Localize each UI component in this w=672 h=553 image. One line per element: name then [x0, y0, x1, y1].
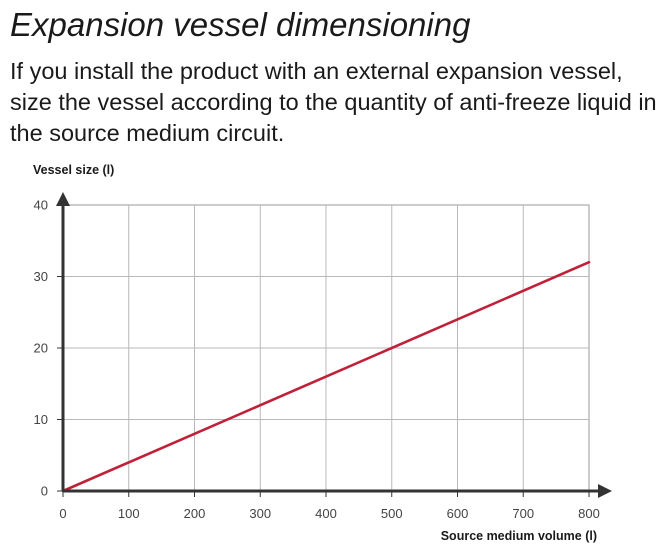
x-tick-label: 500: [381, 506, 403, 521]
chart-series: [61, 260, 591, 493]
x-tick-label: 300: [249, 506, 271, 521]
y-axis-label: Vessel size (l): [33, 163, 114, 177]
chart-container: 0 10 20 30 40 0 100 200 300 400 500 600 700 800 Vesse…: [0, 150, 672, 548]
y-tick-label: 0: [41, 484, 48, 499]
series-line: [61, 260, 591, 493]
y-tick-label: 30: [34, 269, 48, 284]
x-tick-label: 600: [447, 506, 469, 521]
x-axis-label: Source medium volume (l): [441, 529, 597, 543]
page-title: Expansion vessel dimensioning: [10, 6, 471, 43]
y-tick-label: 10: [34, 412, 48, 427]
y-tick-label: 40: [34, 198, 48, 213]
x-tick-label: 200: [184, 506, 206, 521]
intro-text: If you install the product with an exter…: [10, 58, 657, 146]
x-tick-label: 800: [578, 506, 600, 521]
chart-axis-labels: Vessel size (l) Source medium volume (l): [33, 163, 597, 543]
plot-frame: [63, 204, 590, 491]
y-tick-label: 20: [34, 341, 48, 356]
chart-axes: [56, 192, 612, 498]
x-tick-label: 0: [59, 506, 66, 521]
chart-grid: [63, 204, 590, 491]
x-tick-label: 700: [512, 506, 534, 521]
x-tick-label: 100: [118, 506, 140, 521]
x-axis-arrow-icon: [598, 484, 612, 498]
y-axis-arrow-icon: [56, 192, 70, 206]
x-tick-label: 400: [315, 506, 337, 521]
